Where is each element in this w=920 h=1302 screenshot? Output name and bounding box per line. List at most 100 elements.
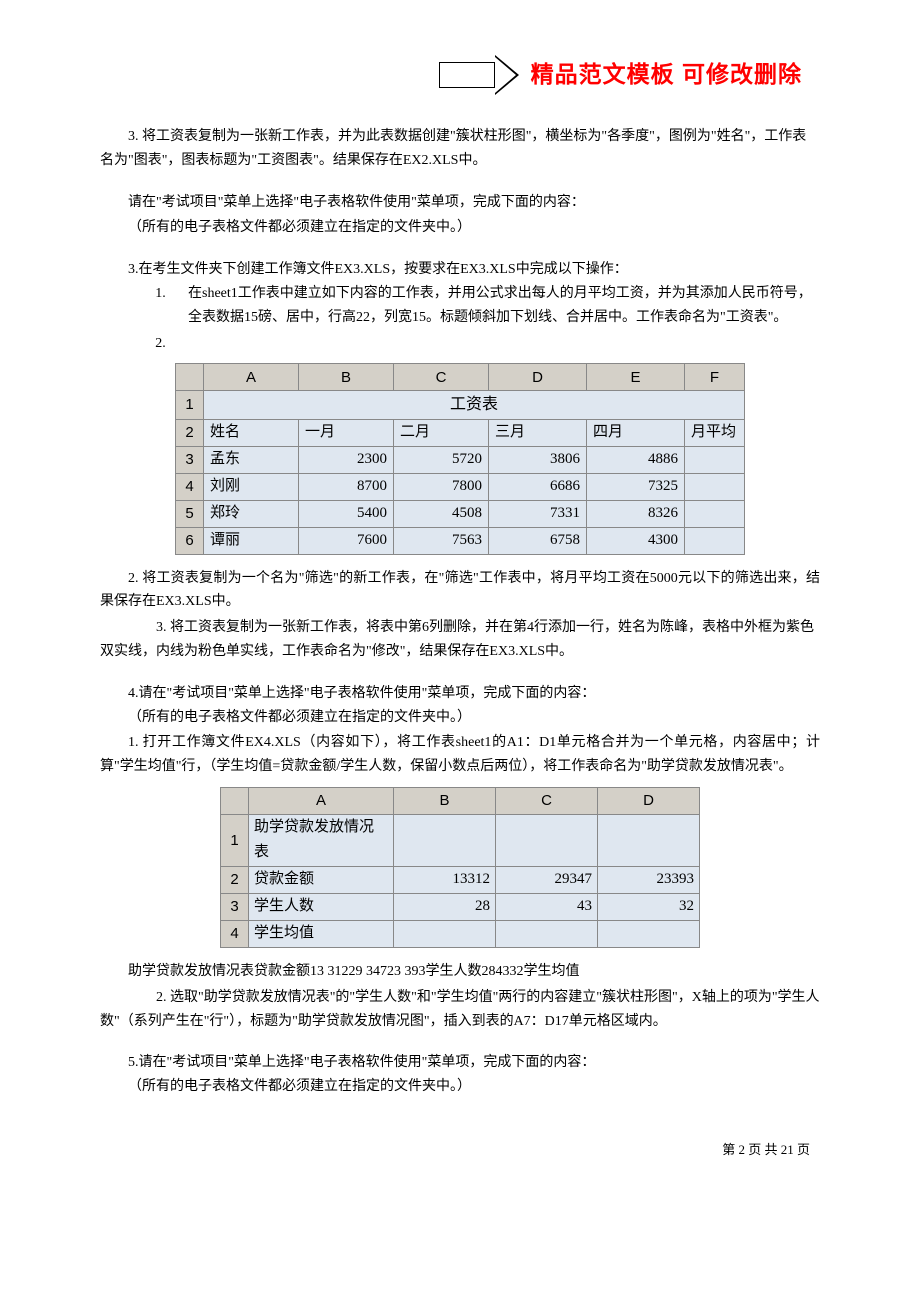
paragraph-note-3: （所有的电子表格文件都必须建立在指定的文件夹中。） [100, 1075, 820, 1099]
cell: 7325 [587, 473, 685, 500]
cell: 郑玲 [204, 500, 299, 527]
cell: 23393 [598, 866, 700, 893]
colhead-E: E [587, 364, 685, 391]
list-item-1: 1. 在sheet1工作表中建立如下内容的工作表，并用公式求出每人的月平均工资，… [100, 282, 820, 330]
list-number-1: 1. [128, 282, 188, 330]
colhead-D: D [598, 787, 700, 814]
hdr-m3: 三月 [489, 419, 587, 446]
cell: 43 [496, 893, 598, 920]
paragraph-q4-2: 2. 选取"助学贷款发放情况表"的"学生人数"和"学生均值"两行的内容建立"簇状… [100, 986, 820, 1034]
cell: 4300 [587, 527, 685, 554]
rownum-3: 3 [221, 893, 249, 920]
page-container: 精品范文模板 可修改删除 3. 将工资表复制为一张新工作表，并为此表数据创建"簇… [0, 0, 920, 1206]
rownum-2: 2 [176, 419, 204, 446]
cell [394, 814, 496, 866]
cell [685, 446, 745, 473]
paragraph-q4: 4.请在"考试项目"菜单上选择"电子表格软件使用"菜单项，完成下面的内容： [100, 682, 820, 706]
rownum-4: 4 [176, 473, 204, 500]
page-footer: 第 2 页 共 21 页 [100, 1139, 820, 1161]
cell: 刘刚 [204, 473, 299, 500]
cell: 7800 [394, 473, 489, 500]
table-colhead-row: A B C D [221, 787, 700, 814]
list-content-1: 在sheet1工作表中建立如下内容的工作表，并用公式求出每人的月平均工资，并为其… [188, 282, 820, 330]
list-number-2: 2. [128, 332, 188, 356]
paragraph-note-2: （所有的电子表格文件都必须建立在指定的文件夹中。） [100, 706, 820, 730]
colhead-C: C [496, 787, 598, 814]
cell: 7331 [489, 500, 587, 527]
rownum-1: 1 [221, 814, 249, 866]
table-title-row: 1 工资表 [176, 391, 745, 419]
rownum-1: 1 [176, 391, 204, 419]
rownum-4: 4 [221, 920, 249, 947]
hdr-m4: 四月 [587, 419, 685, 446]
loan-table: A B C D 1 助学贷款发放情况表 2 贷款金额 13312 29347 2… [220, 787, 700, 948]
cell: 29347 [496, 866, 598, 893]
cell [685, 500, 745, 527]
cell: 6758 [489, 527, 587, 554]
cell: 13312 [394, 866, 496, 893]
paragraph-instruction-1: 请在"考试项目"菜单上选择"电子表格软件使用"菜单项，完成下面的内容： [100, 191, 820, 215]
paragraph-q4-1: 1. 打开工作簿文件EX4.XLS（内容如下），将工作表sheet1的A1：D1… [100, 731, 820, 779]
colhead-B: B [299, 364, 394, 391]
arrow-triangle-icon [495, 55, 519, 95]
paragraph-loan-text: 助学贷款发放情况表贷款金额13 31229 34723 393学生人数28433… [100, 960, 820, 984]
paragraph-q3: 3.在考生文件夹下创建工作簿文件EX3.XLS，按要求在EX3.XLS中完成以下… [100, 258, 820, 282]
header-title: 精品范文模板 可修改删除 [531, 55, 802, 94]
colhead-F: F [685, 364, 745, 391]
salary-table: A B C D E F 1 工资表 2 姓名 一月 二月 三月 四月 月平均 3… [175, 363, 745, 554]
cell: 32 [598, 893, 700, 920]
corner-cell [221, 787, 249, 814]
colhead-C: C [394, 364, 489, 391]
paragraph-q5: 5.请在"考试项目"菜单上选择"电子表格软件使用"菜单项，完成下面的内容： [100, 1051, 820, 1075]
colhead-A: A [249, 787, 394, 814]
cell: 5720 [394, 446, 489, 473]
table-colhead-row: A B C D E F [176, 364, 745, 391]
rownum-6: 6 [176, 527, 204, 554]
table-row: 6 谭丽 7600 7563 6758 4300 [176, 527, 745, 554]
colhead-D: D [489, 364, 587, 391]
hdr-avg: 月平均 [685, 419, 745, 446]
cell [598, 814, 700, 866]
colhead-B: B [394, 787, 496, 814]
header-bar: 精品范文模板 可修改删除 [100, 55, 820, 95]
cell: 2300 [299, 446, 394, 473]
cell: 7600 [299, 527, 394, 554]
table-title-cell: 工资表 [204, 391, 745, 419]
paragraph-q3-2: 2. 将工资表复制为一个名为"筛选"的新工作表，在"筛选"工作表中，将月平均工资… [100, 567, 820, 615]
hdr-m2: 二月 [394, 419, 489, 446]
table-row: 5 郑玲 5400 4508 7331 8326 [176, 500, 745, 527]
corner-cell [176, 364, 204, 391]
rownum-3: 3 [176, 446, 204, 473]
table-row: 4 刘刚 8700 7800 6686 7325 [176, 473, 745, 500]
table-row: 3 学生人数 28 43 32 [221, 893, 700, 920]
paragraph-q2-3: 3. 将工资表复制为一张新工作表，并为此表数据创建"簇状柱形图"，横坐标为"各季… [100, 125, 820, 173]
arrow-box-icon [439, 62, 495, 88]
cell: 助学贷款发放情况表 [249, 814, 394, 866]
cell [685, 473, 745, 500]
cell: 4508 [394, 500, 489, 527]
cell: 8700 [299, 473, 394, 500]
table-header-row: 2 姓名 一月 二月 三月 四月 月平均 [176, 419, 745, 446]
list-item-2: 2. [100, 332, 820, 356]
colhead-A: A [204, 364, 299, 391]
cell: 6686 [489, 473, 587, 500]
cell: 孟东 [204, 446, 299, 473]
hdr-name: 姓名 [204, 419, 299, 446]
cell: 5400 [299, 500, 394, 527]
cell: 7563 [394, 527, 489, 554]
cell: 28 [394, 893, 496, 920]
cell: 贷款金额 [249, 866, 394, 893]
cell [394, 920, 496, 947]
cell: 3806 [489, 446, 587, 473]
paragraph-note-1: （所有的电子表格文件都必须建立在指定的文件夹中。） [100, 216, 820, 240]
cell: 4886 [587, 446, 685, 473]
cell: 谭丽 [204, 527, 299, 554]
cell: 学生人数 [249, 893, 394, 920]
cell: 学生均值 [249, 920, 394, 947]
cell: 8326 [587, 500, 685, 527]
list-content-2 [188, 332, 820, 356]
cell [598, 920, 700, 947]
table-row: 2 贷款金额 13312 29347 23393 [221, 866, 700, 893]
table-row: 1 助学贷款发放情况表 [221, 814, 700, 866]
table-row: 4 学生均值 [221, 920, 700, 947]
